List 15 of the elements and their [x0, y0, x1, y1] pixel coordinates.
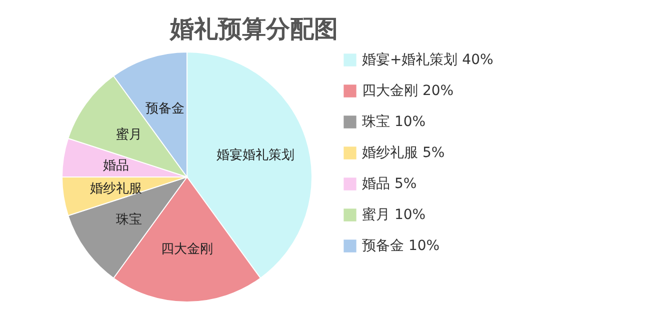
legend-label: 婚宴+婚礼策划 40% [362, 52, 494, 68]
slice-label: 预备金 [145, 102, 184, 117]
category-label: 婚纱礼服 5% [362, 145, 445, 161]
category-label: 预备金 10% [362, 238, 440, 254]
text: 婚宴婚礼策划 [216, 146, 294, 163]
slice-label: 婚纱礼服 [90, 181, 142, 196]
slice-label: 四大金刚 [161, 242, 213, 257]
category-label: 蜜月 10% [362, 207, 426, 223]
slice-label: 蜜月 [116, 126, 142, 143]
slice-label: 婚品 [102, 158, 129, 174]
chart-title: 婚礼预算分配图 [169, 15, 338, 43]
category-label: 婚品 5% [362, 176, 417, 192]
category-label: 珠宝 10% [362, 114, 426, 130]
category-label: 四大金刚 20% [362, 83, 454, 99]
slice-label: 珠宝 [116, 211, 142, 228]
